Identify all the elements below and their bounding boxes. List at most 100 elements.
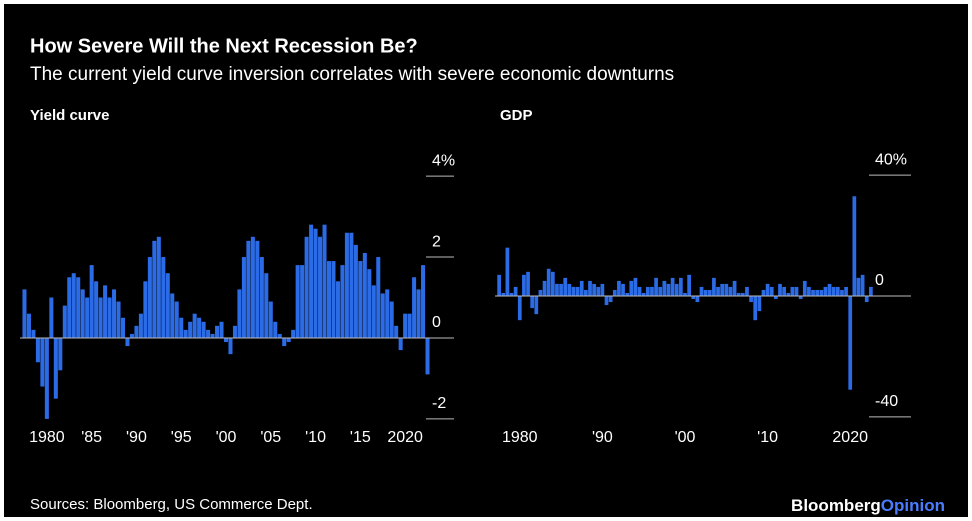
bar [600, 283, 605, 296]
x-tick-label: '00 [675, 429, 696, 446]
bar [273, 321, 278, 338]
source: Sources: Bloomberg, US Commerce Dept. [30, 496, 313, 513]
bar [371, 285, 376, 338]
bar [687, 274, 691, 296]
bar [827, 283, 832, 296]
bar [526, 271, 530, 296]
bar [340, 265, 345, 338]
bar [691, 296, 696, 300]
bar [550, 271, 555, 296]
bar [555, 283, 559, 296]
bar [291, 329, 296, 338]
brand: BloombergOpinion [791, 496, 945, 515]
bar [201, 321, 206, 338]
bar [309, 224, 314, 338]
bar [344, 232, 349, 338]
bar [852, 196, 857, 296]
y-tick-label: -40 [875, 393, 898, 410]
bar [304, 236, 309, 338]
bar [250, 236, 255, 338]
bar [425, 337, 430, 375]
bar [62, 305, 67, 338]
bar [592, 283, 596, 296]
bar [716, 286, 720, 296]
bar [49, 297, 54, 338]
bar [358, 261, 363, 338]
bar [835, 286, 840, 296]
bar [662, 280, 667, 296]
bar [219, 321, 224, 338]
subtitle: The current yield curve inversion correl… [30, 64, 674, 85]
bar [389, 301, 394, 338]
bar [844, 286, 848, 296]
bar [416, 289, 421, 338]
bar [823, 286, 828, 296]
bar [637, 286, 642, 296]
bar [815, 289, 820, 296]
x-tick-label: '05 [260, 429, 281, 446]
bar [567, 283, 572, 296]
bar [421, 265, 426, 338]
bar [31, 329, 36, 338]
bar [860, 274, 865, 296]
bar [407, 313, 412, 338]
bar [745, 286, 749, 296]
bar [120, 317, 126, 338]
bar [67, 277, 72, 338]
bar [753, 296, 758, 321]
bar [94, 281, 99, 338]
bar [174, 301, 179, 338]
bar [215, 325, 220, 338]
bar [210, 333, 215, 338]
bar [76, 277, 81, 338]
bar [650, 286, 654, 296]
bar [85, 297, 90, 338]
bar [331, 261, 336, 338]
bar [505, 247, 510, 296]
bar [633, 277, 638, 296]
x-tick-label: 2020 [387, 429, 423, 446]
bar [197, 317, 202, 338]
bar [138, 313, 143, 338]
bar [666, 283, 671, 296]
bar [559, 283, 563, 296]
y-tick-label: 40% [875, 151, 907, 168]
bar [228, 337, 233, 355]
bar [152, 240, 157, 338]
y-tick-label: 4% [432, 152, 455, 169]
y-tick-label: -2 [432, 395, 446, 412]
bar [295, 265, 300, 338]
bar [641, 292, 646, 296]
bar [116, 301, 121, 338]
bar [380, 293, 385, 338]
bar [403, 313, 408, 338]
bar [538, 289, 543, 296]
bar [35, 337, 40, 363]
bar [71, 273, 76, 338]
bar [864, 296, 869, 303]
bar [179, 317, 184, 338]
bar [740, 292, 745, 296]
bar [277, 333, 282, 338]
bar [819, 289, 824, 296]
bar [848, 296, 853, 390]
x-tick-label: '15 [350, 429, 371, 446]
bar [856, 277, 861, 296]
bar [802, 280, 807, 296]
bar [584, 289, 588, 296]
bar [530, 296, 535, 309]
bar [412, 277, 417, 338]
bar [674, 283, 679, 296]
bar [757, 296, 762, 312]
x-tick-label: 1980 [29, 429, 65, 446]
bar [300, 265, 305, 338]
bar [782, 286, 786, 296]
bar [259, 257, 264, 338]
bar [798, 296, 803, 300]
panel-title: GDP [500, 107, 533, 124]
bar [40, 337, 45, 387]
bar [268, 301, 273, 338]
bar [596, 286, 601, 296]
